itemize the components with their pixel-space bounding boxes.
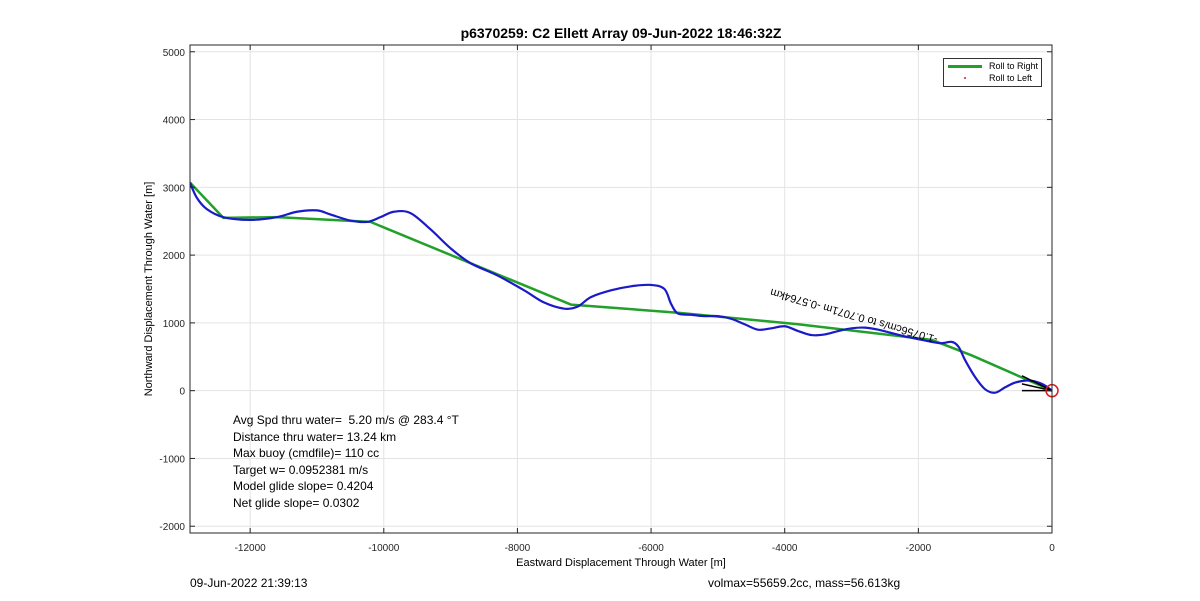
- legend: Roll to Right Roll to Left: [943, 58, 1042, 87]
- stat-avg-speed: Avg Spd thru water= 5.20 m/s @ 283.4 °T: [233, 413, 459, 427]
- x-tick-label: 0: [1049, 543, 1055, 554]
- x-tick-label: -8000: [505, 543, 531, 554]
- grid: [190, 45, 1053, 533]
- y-tick-label: 0: [179, 387, 185, 398]
- y-tick-label: -1000: [159, 454, 185, 465]
- y-tick-label: 3000: [163, 183, 186, 194]
- footer-timestamp: 09-Jun-2022 21:39:13: [190, 576, 308, 590]
- footer-vol-mass: volmax=55659.2cc, mass=56.613kg: [708, 576, 901, 590]
- y-tick-label: 1000: [163, 319, 186, 330]
- legend-swatch-green-line: [948, 64, 982, 68]
- y-tick-label: -2000: [159, 522, 185, 533]
- y-tick-label: 5000: [163, 48, 186, 59]
- chart-title: p6370259: C2 Ellett Array 09-Jun-2022 18…: [460, 25, 782, 41]
- current-arrow: [1021, 375, 1052, 392]
- legend-label-roll-right: Roll to Right: [989, 61, 1039, 71]
- legend-item-roll-left: Roll to Left: [948, 72, 1032, 84]
- y-tick-label: 4000: [163, 116, 186, 127]
- x-tick-label: -6000: [638, 543, 664, 554]
- rotated-annotation: -1.0756cm/s to 0.7071m -0.5764km: [769, 286, 939, 345]
- y-axis-label: Northward Displacement Through Water [m]: [143, 182, 155, 397]
- x-tick-label: -12000: [235, 543, 267, 554]
- legend-label-roll-left: Roll to Left: [989, 73, 1033, 83]
- roll-right-line: [190, 181, 1052, 392]
- y-tick-label: 2000: [163, 251, 186, 262]
- series-group: -1.0756cm/s to 0.7071m -0.5764km: [190, 181, 1052, 394]
- stat-target-w: Target w= 0.0952381 m/s: [233, 462, 369, 477]
- trajectory-line: [190, 182, 1052, 394]
- stat-net-glide: Net glide slope= 0.0302: [233, 495, 360, 510]
- plot-area: -1.0756cm/s to 0.7071m -0.5764km: [190, 181, 1059, 398]
- x-axis-label: Eastward Displacement Through Water [m]: [516, 557, 726, 569]
- legend-swatch-red-dot: [948, 72, 982, 84]
- legend-item-roll-right: Roll to Right: [948, 60, 1038, 72]
- stat-distance: Distance thru water= 13.24 km: [233, 429, 397, 444]
- x-tick-label: -2000: [906, 543, 932, 554]
- stat-model-glide: Model glide slope= 0.4204: [233, 479, 374, 493]
- x-tick-label: -4000: [772, 543, 798, 554]
- x-tick-label: -10000: [368, 543, 400, 554]
- stat-max-buoy: Max buoy (cmdfile)= 110 cc: [233, 446, 380, 460]
- current-arrow: [1021, 383, 1052, 392]
- ticks: -12000 -10000 -8000 -6000 -4000 -2000 0-2000-1…: [159, 45, 1055, 554]
- axes-box: [189, 44, 1053, 534]
- stats-annotation: Avg Spd thru water= 5.20 m/s @ 283.4 °T …: [233, 412, 459, 511]
